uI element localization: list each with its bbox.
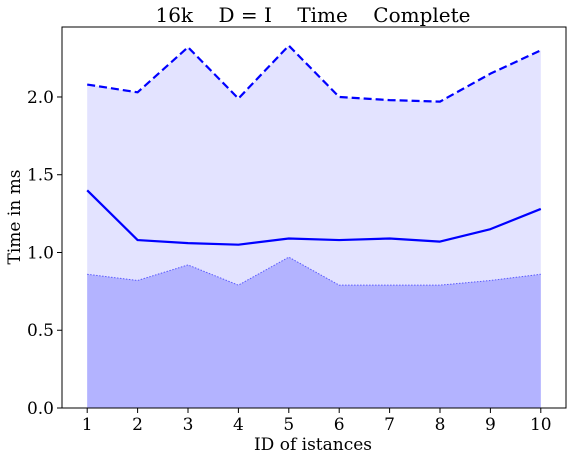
y-tick-label: 2.0: [27, 88, 54, 108]
x-tick-label: 4: [233, 415, 244, 435]
chart-title: 16k D = I Time Complete: [155, 3, 470, 27]
x-tick-label: 7: [384, 415, 395, 435]
x-tick-label: 8: [435, 415, 446, 435]
axis-ticks: 1 2 3 4 5 6 7 8 9 10 0.0 0.5 1.0 1.5 2.0: [27, 88, 552, 435]
min-series-edge: [87, 256, 541, 286]
x-axis-title: ID of istances: [254, 435, 372, 455]
x-tick-label: 3: [183, 415, 194, 435]
axes-frame: [61, 26, 567, 409]
x-tick-label: 6: [334, 415, 345, 435]
x-tick-label: 9: [485, 415, 496, 435]
x-tick-label: 10: [530, 415, 552, 435]
plot-area: [86, 44, 542, 408]
y-tick-label: 0.5: [27, 321, 54, 341]
x-tick-label: 1: [82, 415, 93, 435]
x-tick-label: 2: [132, 415, 143, 435]
x-tick-label: 5: [283, 415, 294, 435]
y-tick-label: 0.0: [27, 399, 54, 419]
min-series-area: [87, 257, 541, 408]
y-tick-label: 1.0: [27, 243, 54, 263]
y-tick-label: 1.5: [27, 166, 54, 186]
mean-series-line: [86, 189, 542, 246]
max-series-line: [87, 44, 542, 103]
y-axis-title: Time in ms: [5, 170, 25, 265]
